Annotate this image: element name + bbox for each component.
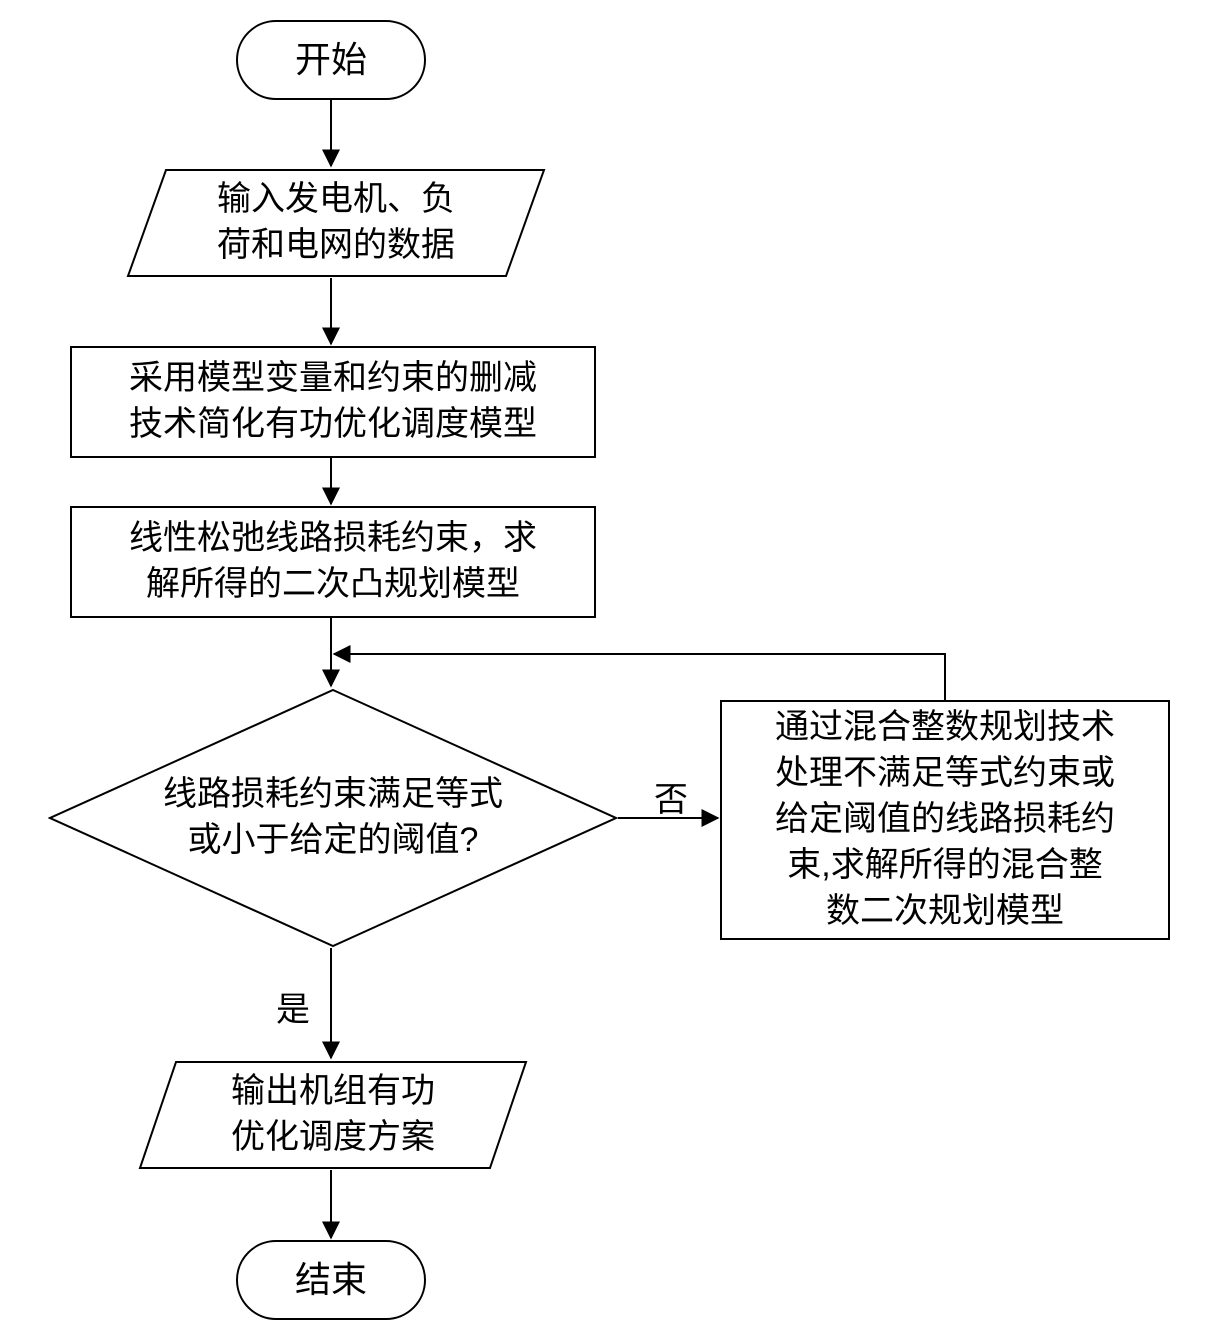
- node-input-line2: 荷和电网的数据: [217, 223, 455, 269]
- node-miqp-line4: 束,求解所得的混合整: [775, 843, 1115, 889]
- node-start: 开始: [236, 20, 426, 100]
- edge-label-yes: 是: [276, 982, 310, 1031]
- node-end: 结束: [236, 1240, 426, 1320]
- node-miqp-line1: 通过混合整数规划技术: [775, 705, 1115, 751]
- node-miqp-line5: 数二次规划模型: [775, 889, 1115, 935]
- node-output-line2: 优化调度方案: [231, 1115, 435, 1161]
- node-output: 输出机组有功 优化调度方案: [138, 1060, 528, 1170]
- node-relax-line2: 解所得的二次凸规划模型: [129, 562, 537, 608]
- node-output-line1: 输出机组有功: [231, 1069, 435, 1115]
- node-simplify-line1: 采用模型变量和约束的删减: [129, 356, 537, 402]
- flowchart-canvas: 开始 输入发电机、负 荷和电网的数据 采用模型变量和约束的删减 技术简化有功优化…: [0, 0, 1205, 1340]
- node-relax-line1: 线性松弛线路损耗约束，求: [129, 516, 537, 562]
- node-simplify-line2: 技术简化有功优化调度模型: [129, 402, 537, 448]
- node-input-line1: 输入发电机、负: [217, 177, 455, 223]
- node-decision: 线路损耗约束满足等式 或小于给定的阈值?: [48, 688, 618, 948]
- node-input: 输入发电机、负 荷和电网的数据: [126, 168, 546, 278]
- node-decision-line1: 线路损耗约束满足等式: [163, 772, 503, 818]
- node-miqp-line2: 处理不满足等式约束或: [775, 751, 1115, 797]
- node-start-label: 开始: [295, 36, 367, 85]
- node-relax: 线性松弛线路损耗约束，求 解所得的二次凸规划模型: [70, 506, 596, 618]
- node-miqp-line3: 给定阈值的线路损耗约: [775, 797, 1115, 843]
- node-miqp: 通过混合整数规划技术 处理不满足等式约束或 给定阈值的线路损耗约 束,求解所得的…: [720, 700, 1170, 940]
- edge-label-no: 否: [654, 772, 688, 821]
- node-decision-line2: 或小于给定的阈值?: [163, 818, 503, 864]
- node-end-label: 结束: [295, 1256, 367, 1305]
- node-simplify: 采用模型变量和约束的删减 技术简化有功优化调度模型: [70, 346, 596, 458]
